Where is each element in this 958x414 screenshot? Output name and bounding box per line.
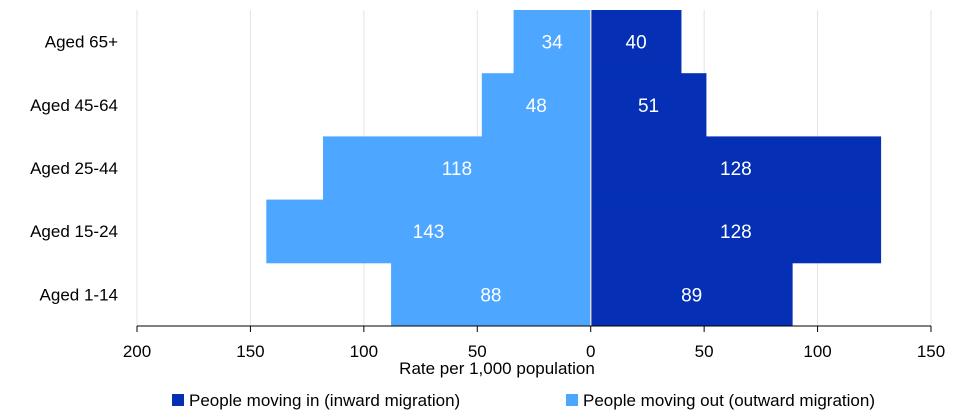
x-axis-title: Rate per 1,000 population: [399, 359, 595, 378]
data-label-outward: 118: [442, 159, 472, 180]
legend-swatch: [566, 394, 578, 406]
category-label: Aged 15-24: [30, 222, 118, 241]
bar-outward: [266, 199, 591, 264]
x-tick-label: 0: [586, 342, 595, 361]
x-tick-label: 200: [123, 342, 151, 361]
data-label-inward: 128: [720, 222, 752, 243]
legend-swatch: [172, 394, 184, 406]
category-label: Aged 25-44: [30, 159, 118, 178]
legend-label: People moving in (inward migration): [189, 391, 460, 410]
x-tick-label: 100: [350, 342, 378, 361]
data-label-outward: 34: [542, 33, 564, 54]
bar-inward: [590, 73, 707, 137]
data-label-inward: 51: [638, 96, 659, 117]
bar-inward: [590, 262, 793, 327]
x-tick-label: 150: [236, 342, 264, 361]
bar-outward: [323, 136, 591, 201]
bar-outward: [513, 10, 591, 74]
category-label: Aged 1-14: [40, 285, 118, 304]
legend-label: People moving out (outward migration): [583, 391, 875, 410]
data-label-inward: 40: [626, 33, 647, 54]
data-label-outward: 143: [413, 222, 445, 243]
data-label-outward: 48: [526, 96, 547, 117]
data-label-inward: 128: [720, 159, 752, 180]
bar-inward: [590, 199, 882, 264]
bar-inward: [590, 10, 682, 74]
axes: 200 150 100 50 0 50 100 150: [123, 10, 945, 361]
x-tick-label: 50: [695, 342, 714, 361]
bar-outward: [391, 262, 591, 327]
data-label-inward: 89: [681, 285, 702, 306]
bar-inward: [590, 136, 882, 201]
bars: [266, 10, 882, 327]
legend: People moving in (inward migration) Peopl…: [172, 391, 875, 410]
labels: 34 40 Aged 65+ 48 51 Aged 45-64 118 128 Aged 25-…: [30, 33, 752, 307]
category-label: Aged 65+: [45, 33, 118, 52]
x-tick-label: 50: [468, 342, 487, 361]
bar-outward: [481, 73, 591, 137]
category-label: Aged 45-64: [30, 96, 118, 115]
x-tick-label: 150: [917, 342, 945, 361]
data-label-outward: 88: [480, 285, 501, 306]
x-tick-label: 100: [803, 342, 831, 361]
